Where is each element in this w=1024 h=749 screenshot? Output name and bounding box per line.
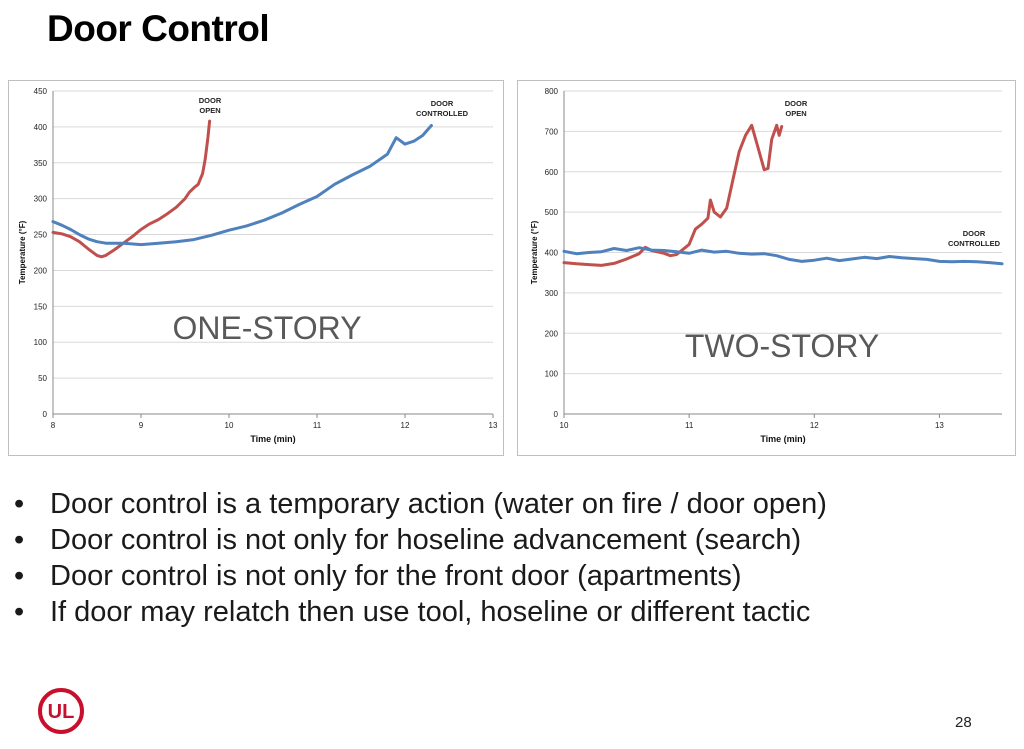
series-annotation: OPEN [785,109,806,118]
y-tick-label: 200 [545,329,559,338]
x-tick-label: 13 [489,421,498,430]
y-tick-label: 450 [34,87,48,96]
series-annotation: DOOR [785,99,808,108]
chart-two-story: 0 100 200 300 400 500 600 700 800 10 11 12 13 Time (m… [517,80,1016,456]
series-annotation: DOOR [963,229,986,238]
series-line [562,246,1004,266]
slide-title: Door Control [47,8,270,49]
chart-two-story-svg: 0 100 200 300 400 500 600 700 800 10 11 12 13 Time (m… [530,87,1004,444]
bullet-dot: • [14,560,25,592]
y-tick-label: 300 [34,195,48,204]
x-axis-label: Time (min) [250,434,295,444]
series-line [562,123,784,267]
bullet-dot: • [14,524,25,556]
x-tick-label: 13 [935,421,944,430]
y-tick-label: 150 [34,302,48,311]
bullet-item: • Door control is not only for hoseline a… [14,522,827,558]
y-tick-label: 0 [43,410,48,419]
y-tick-label: 400 [34,123,48,132]
bullet-text: Door control is not only for the front d… [50,560,742,592]
x-tick-label: 10 [225,421,234,430]
svg-text:UL: UL [48,701,75,723]
y-tick-label: 400 [545,249,559,258]
bullet-item: • Door control is not only for the front … [14,558,827,594]
x-axis-label: Time (min) [760,434,805,444]
y-tick-label: 100 [545,370,559,379]
y-tick-label: 300 [545,289,559,298]
series-line [51,124,433,247]
series-annotation: DOOR [199,96,222,105]
bullet-item: • Door control is a temporary action (wat… [14,486,827,522]
series-annotation: DOOR [431,99,454,108]
series-annotation: CONTROLLED [948,239,1001,248]
bullet-item: • If door may relatch then use tool, hose… [14,594,827,630]
y-tick-label: 200 [34,266,48,275]
series-annotation: OPEN [199,106,220,115]
bullet-list: • Door control is a temporary action (wat… [14,486,827,630]
y-axis-label: Temperature (°F) [530,220,539,284]
ul-logo: UL [38,688,84,734]
page-number: 28 [955,714,972,731]
y-tick-label: 500 [545,208,559,217]
chart-one-story-svg: 0 50 100 150 200 250 300 350 400 450 8 9 10 11 12 13 Tim… [18,87,498,444]
y-tick-label: 600 [545,168,559,177]
bullet-text: Door control is not only for hoseline ad… [50,524,802,556]
x-tick-label: 11 [685,421,694,430]
chart-story-label: TWO-STORY [685,328,879,364]
bullet-text: Door control is a temporary action (wate… [50,488,827,520]
chart-one-story: 0 50 100 150 200 250 300 350 400 450 8 9 10 11 12 13 Tim… [8,80,504,456]
x-tick-label: 8 [51,421,56,430]
x-tick-label: 12 [401,421,410,430]
series-line [51,119,212,259]
series-annotation: CONTROLLED [416,109,469,118]
y-tick-label: 50 [38,374,47,383]
y-tick-label: 0 [554,410,559,419]
x-tick-label: 12 [810,421,819,430]
bullet-dot: • [14,596,25,628]
y-tick-label: 100 [34,338,48,347]
y-axis-label: Temperature (°F) [18,220,27,284]
x-tick-label: 9 [139,421,144,430]
y-tick-label: 800 [545,87,559,96]
bullet-text: If door may relatch then use tool, hosel… [50,596,811,628]
x-tick-label: 10 [560,421,569,430]
x-tick-label: 11 [313,421,322,430]
y-tick-label: 350 [34,159,48,168]
chart-story-label: ONE-STORY [172,310,361,346]
y-tick-label: 700 [545,127,559,136]
bullet-dot: • [14,488,25,520]
y-tick-label: 250 [34,231,48,240]
